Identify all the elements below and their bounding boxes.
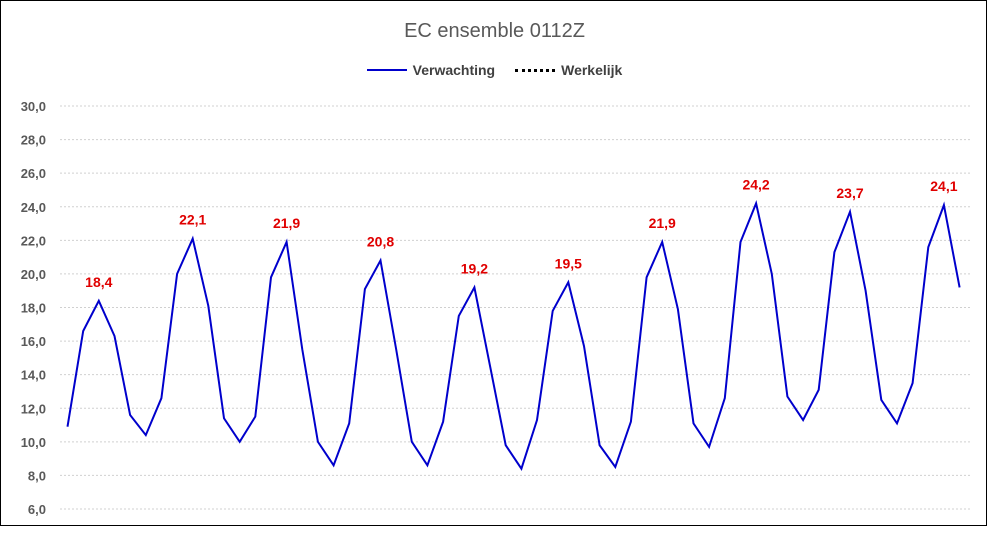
- legend: Verwachting Werkelijk: [0, 62, 989, 78]
- data-label: 22,1: [179, 212, 206, 228]
- data-label: 18,4: [85, 274, 112, 290]
- data-label: 21,9: [649, 215, 676, 231]
- legend-item-werkelijk: Werkelijk: [515, 62, 622, 78]
- data-label: 23,7: [836, 185, 863, 201]
- y-tick-label: 26,0: [21, 166, 46, 181]
- chart-title: EC ensemble 0112Z: [404, 20, 585, 42]
- y-tick-label: 16,0: [21, 334, 46, 349]
- y-tick-label: 28,0: [21, 133, 46, 148]
- data-labels: 18,4 22,1 21,9 20,8 19,2 19,5 21,9 24,2 23,7 24,1: [85, 176, 958, 289]
- series-line-verwachting: [66, 200, 961, 471]
- legend-swatch-werkelijk: [515, 68, 556, 72]
- y-tick-label: 18,0: [21, 301, 46, 316]
- data-label: 19,5: [555, 255, 582, 271]
- y-tick-label: 12,0: [21, 401, 46, 416]
- y-tick-label: 20,0: [21, 267, 46, 282]
- y-tick-label: 30,0: [21, 99, 46, 114]
- data-label: 24,1: [930, 178, 957, 194]
- legend-label-werkelijk: Werkelijk: [561, 62, 623, 78]
- legend-item-verwachting: Verwachting: [366, 62, 496, 78]
- series-lines: [66, 200, 961, 471]
- legend-swatch-verwachting: [366, 69, 407, 71]
- y-tick-label: 22,0: [21, 233, 46, 248]
- data-label: 24,2: [742, 176, 769, 192]
- legend-label-verwachting: Verwachting: [412, 62, 496, 78]
- y-tick-label: 8,0: [28, 468, 46, 483]
- data-label: 20,8: [367, 233, 394, 249]
- y-tick-label: 24,0: [21, 200, 46, 215]
- y-tick-label: 14,0: [21, 368, 46, 383]
- data-label: 21,9: [273, 215, 300, 231]
- y-tick-label: 10,0: [21, 435, 46, 450]
- gridlines: [60, 105, 972, 510]
- y-tick-labels: 6,0 8,0 10,0 12,0 14,0 16,0 18,0 20,0 22,0 24,0 26…: [21, 99, 46, 517]
- y-tick-label: 6,0: [28, 502, 46, 517]
- data-label: 19,2: [461, 260, 488, 276]
